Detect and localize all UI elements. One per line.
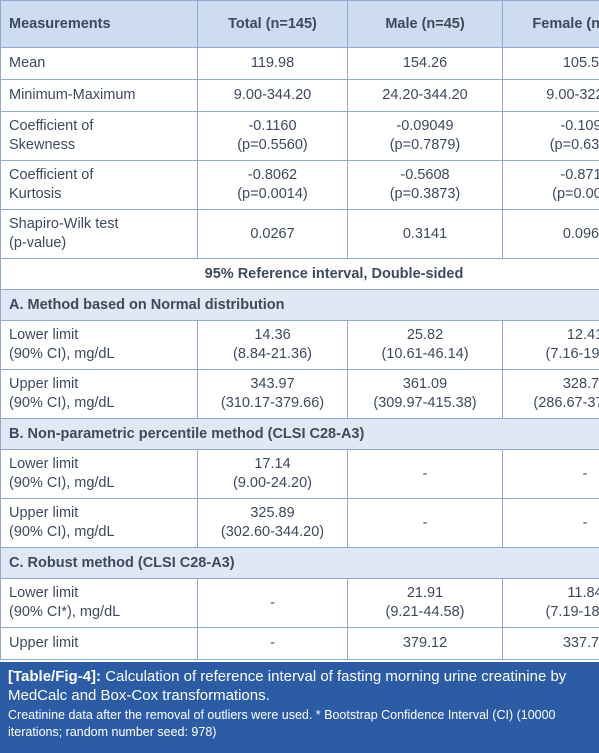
cell: -0.5608 (p=0.3873) [347, 160, 503, 210]
cell: 337.75 [502, 627, 599, 660]
cell: 0.0267 [197, 209, 348, 259]
row-label: Shapiro-Wilk test (p-value) [0, 209, 198, 259]
section-row: C. Robust method (CLSI C28-A3) [0, 547, 599, 579]
cell: 379.12 [347, 627, 503, 660]
caption-title: Calculation of reference interval of fas… [8, 668, 567, 704]
data-row: Lower limit (90% CI), mg/dL 14.36 (8.84-2… [0, 320, 599, 370]
cell: 105.55 [502, 47, 599, 80]
row-label: Upper limit [0, 627, 198, 660]
cell: - [502, 449, 599, 499]
row-label: Lower limit (90% CI*), mg/dL [0, 578, 198, 628]
row-label: Minimum-Maximum [0, 79, 198, 112]
cell: 0.3141 [347, 209, 503, 259]
cell: - [197, 627, 348, 660]
section-cell: 95% Reference interval, Double-sided [0, 258, 599, 290]
table-wrap: Measurements Total (n=145) Male (n=45) Fema… [0, 0, 599, 660]
section-cell: C. Robust method (CLSI C28-A3) [0, 547, 599, 579]
cell: 12.41 (7.16-19.48) [502, 320, 599, 370]
header-cell: Male (n=45) [347, 0, 503, 48]
cell: 11.84 (7.19-18.63) [502, 578, 599, 628]
caption-label: [Table/Fig-4]: [8, 668, 102, 685]
header-cell: Female (n=100) [502, 0, 599, 48]
section-cell: A. Method based on Normal distribution [0, 289, 599, 321]
caption-title-block: [Table/Fig-4]: Calculation of reference … [8, 667, 591, 705]
cell: - [347, 449, 503, 499]
row-label: Coefficient of Kurtosis [0, 160, 198, 210]
section-cell: B. Non-parametric percentile method (CLS… [0, 418, 599, 450]
cell: 361.09 (309.97-415.38) [347, 369, 503, 419]
cell: 21.91 (9.21-44.58) [347, 578, 503, 628]
header-row: Measurements Total (n=145) Male (n=45) Fema… [0, 0, 599, 48]
cell: 154.26 [347, 47, 503, 80]
cell: 24.20-344.20 [347, 79, 503, 112]
table: Measurements Total (n=145) Male (n=45) Fema… [0, 0, 599, 660]
cell: -0.09049 (p=0.7879) [347, 111, 503, 161]
data-row: Upper limit (90% CI), mg/dL 343.97 (310.1… [0, 369, 599, 419]
cell: 9.00-344.20 [197, 79, 348, 112]
section-row: B. Non-parametric percentile method (CLS… [0, 418, 599, 450]
cell: -0.1097 (p=0.6394) [502, 111, 599, 161]
row-label: Mean [0, 47, 198, 80]
cell: - [502, 498, 599, 548]
cell: -0.8062 (p=0.0014) [197, 160, 348, 210]
row-label: Upper limit (90% CI), mg/dL [0, 498, 198, 548]
caption: [Table/Fig-4]: Calculation of reference … [0, 662, 599, 753]
row-label: Lower limit (90% CI), mg/dL [0, 320, 198, 370]
cell: 343.97 (310.17-379.66) [197, 369, 348, 419]
cell: 9.00-322.50 [502, 79, 599, 112]
cell: 328.71 (286.67-374.24) [502, 369, 599, 419]
row-label: Lower limit (90% CI), mg/dL [0, 449, 198, 499]
data-row: Lower limit (90% CI*), mg/dL -21.91 (9.21… [0, 578, 599, 628]
cell: 325.89 (302.60-344.20) [197, 498, 348, 548]
cell: -0.1160 (p=0.5560) [197, 111, 348, 161]
cell: - [347, 498, 503, 548]
data-row: Upper limit (90% CI), mg/dL 325.89 (302.6… [0, 498, 599, 548]
data-row: Coefficient of Kurtosis -0.8062 (p=0.0014… [0, 160, 599, 210]
cell: 119.98 [197, 47, 348, 80]
cell: -0.8715 (p=0.0033 [502, 160, 599, 210]
cell: - [197, 578, 348, 628]
row-label: Coefficient of Skewness [0, 111, 198, 161]
header-cell: Total (n=145) [197, 0, 348, 48]
caption-note: Creatinine data after the removal of out… [8, 708, 556, 739]
data-row: Lower limit (90% CI), mg/dL 17.14 (9.00-2… [0, 449, 599, 499]
cell: 14.36 (8.84-21.36) [197, 320, 348, 370]
data-row: Coefficient of Skewness -0.1160 (p=0.5560… [0, 111, 599, 161]
cell: 25.82 (10.61-46.14) [347, 320, 503, 370]
table-body: Mean119.98154.26105.55Minimum-Maximum9.0… [0, 47, 599, 660]
cell: 17.14 (9.00-24.20) [197, 449, 348, 499]
row-label: Upper limit (90% CI), mg/dL [0, 369, 198, 419]
header-cell: Measurements [0, 0, 198, 48]
data-row: Shapiro-Wilk test (p-value) 0.0267 0.3141 0… [0, 209, 599, 259]
cell: 0.0968 [502, 209, 599, 259]
section-row: A. Method based on Normal distribution [0, 289, 599, 321]
section-row: 95% Reference interval, Double-sided [0, 258, 599, 290]
data-row: Minimum-Maximum 9.00-344.20 24.20-344.20 9.… [0, 79, 599, 112]
